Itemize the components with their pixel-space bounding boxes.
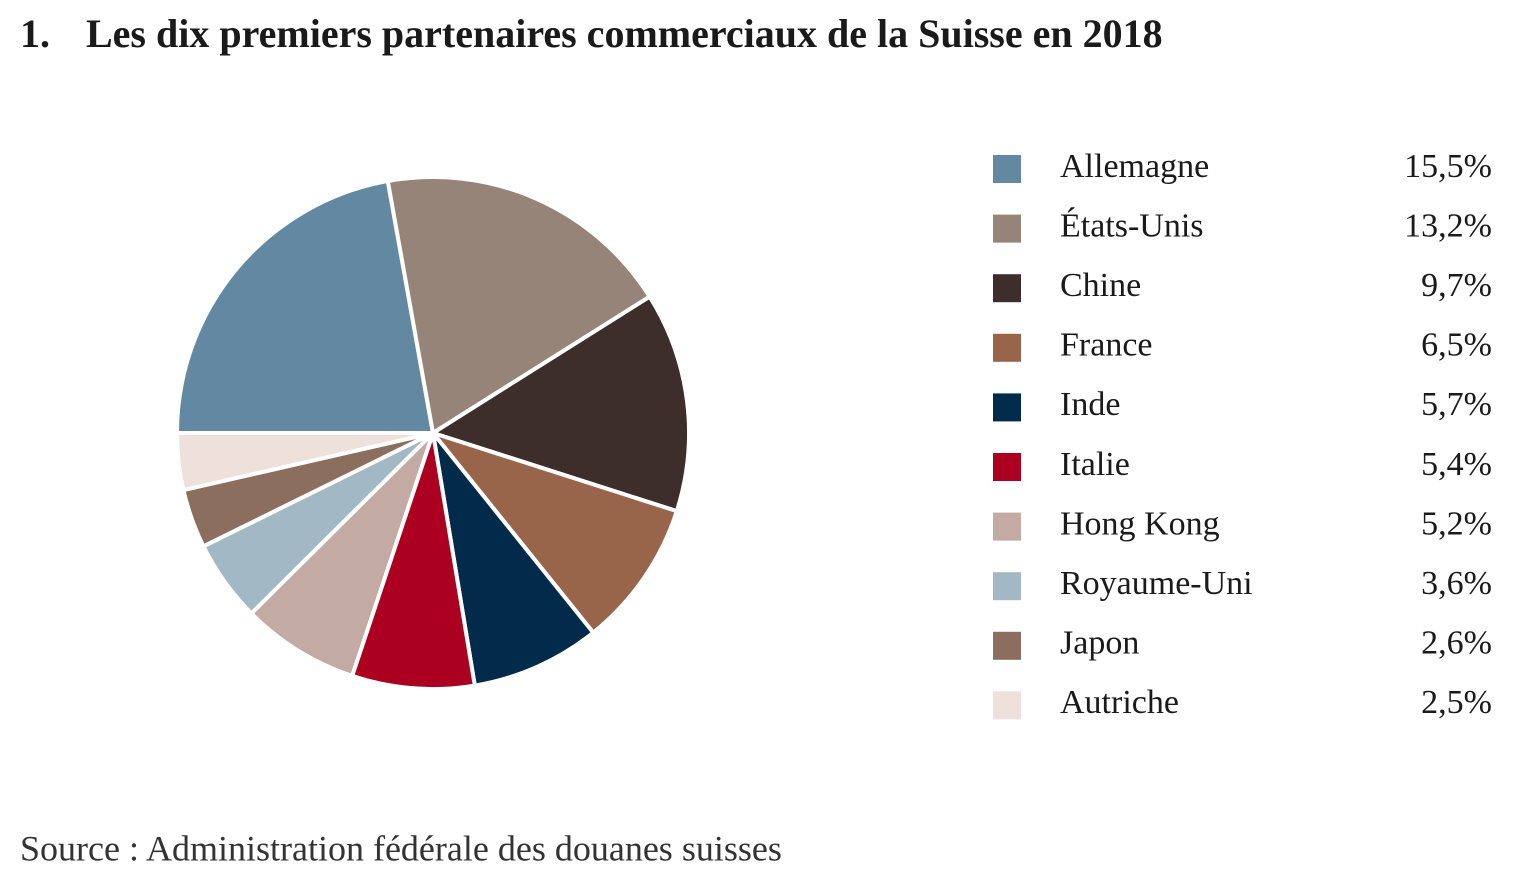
pie-slice <box>350 431 477 691</box>
legend-swatch <box>993 393 1021 422</box>
legend-label: Autriche <box>1060 684 1179 721</box>
legend-swatch <box>993 512 1021 541</box>
legend-label: France <box>1060 327 1153 364</box>
legend-label: Allemagne <box>1060 148 1209 185</box>
value-label: 15,5% <box>1404 148 1492 185</box>
legend-label: Royaume-Uni <box>1060 565 1253 602</box>
legend-label: Chine <box>1060 267 1141 304</box>
legend-swatch <box>993 333 1021 362</box>
legend-label: États-Unis <box>1060 207 1204 244</box>
legend-swatch <box>993 274 1021 303</box>
value-label: 2,6% <box>1421 625 1492 662</box>
legend-swatch <box>993 214 1021 243</box>
chart-title: Les dix premiers partenaires commerciaux… <box>86 11 1163 56</box>
legend-label: Inde <box>1060 386 1120 423</box>
legend-swatch <box>993 691 1021 720</box>
value-label: 5,7% <box>1421 386 1492 423</box>
pie-slice <box>385 175 652 435</box>
pie-slice <box>175 431 435 493</box>
pie-slice <box>175 179 435 435</box>
value-label: 5,2% <box>1421 505 1492 542</box>
legend-swatch <box>993 631 1021 660</box>
source-note: Source : Administration fédérale des dou… <box>20 828 782 868</box>
legend-label: Italie <box>1060 446 1130 483</box>
legend-swatch <box>993 572 1021 601</box>
legend-swatch <box>993 453 1021 481</box>
legend-label: Japon <box>1060 625 1139 662</box>
value-label: 13,2% <box>1404 207 1492 244</box>
pie-slice <box>249 431 435 678</box>
chart-title-number: 1. <box>20 11 50 56</box>
value-label: 6,5% <box>1421 327 1492 364</box>
pie-slice <box>431 431 679 635</box>
value-label: 3,6% <box>1421 565 1492 602</box>
pie-slice <box>431 431 596 688</box>
value-label: 2,5% <box>1421 684 1492 721</box>
legend-swatch <box>993 155 1021 183</box>
value-label: 9,7% <box>1421 267 1492 304</box>
value-label: 5,4% <box>1421 446 1492 483</box>
pie-slice <box>431 294 691 514</box>
legend-label: Hong Kong <box>1060 505 1220 542</box>
